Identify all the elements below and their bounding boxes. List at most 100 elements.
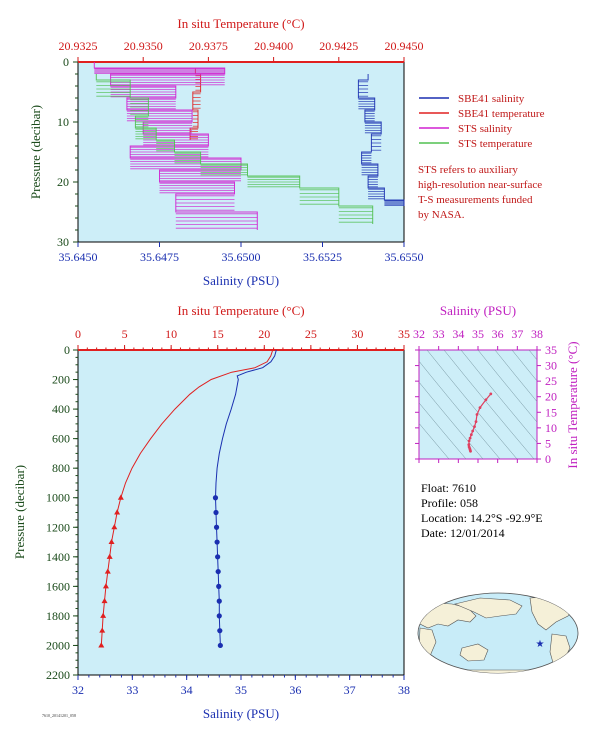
top-pressure-tick-label: 10 (57, 115, 69, 129)
ts-temp-tick-label: 30 (545, 359, 557, 373)
world-map-icon: ★ (417, 592, 579, 674)
main-temp-tick-label: 30 (351, 327, 363, 341)
info-location: Location: 14.2°S -92.9°E (421, 511, 543, 525)
sts-note-line-4: by NASA. (418, 209, 465, 221)
ts-plot-area (418, 349, 538, 460)
salinity-marker (214, 539, 220, 545)
ts-point (469, 449, 472, 453)
ts-point (467, 439, 471, 443)
star-icon: ★ (536, 639, 545, 650)
ts-point (468, 436, 472, 440)
main-pressure-tick-label: 600 (52, 432, 70, 446)
ts-point (484, 398, 488, 402)
main-temp-tick-label: 20 (258, 327, 270, 341)
salinity-marker (216, 613, 222, 619)
float-info: Float: 7610 Profile: 058 Location: 14.2°… (421, 481, 543, 540)
ts-density-contour (419, 360, 501, 459)
info-date: Date: 12/01/2014 (421, 526, 505, 540)
main-temp-tick-label: 0 (75, 327, 81, 341)
main-pressure-axis-label: Pressure (decibar) (12, 465, 27, 559)
sts-note-line-1: STS refers to auxiliary (418, 164, 518, 176)
main-data-series (98, 349, 277, 649)
ts-temp-tick-label: 5 (545, 436, 551, 450)
ts-diagram: Salinity (PSU) In situ Temperature (°C) … (413, 303, 580, 469)
top-pressure-tick-label: 20 (57, 175, 69, 189)
main-plot-area (77, 349, 405, 676)
main-ticks: 0 5 10 15 20 25 30 35 32 33 34 35 36 37 38 0 200 400 600 80… (46, 327, 410, 697)
ts-temp-tick-label: 0 (545, 452, 551, 466)
temperature-marker (104, 568, 111, 574)
ts-density-contour (494, 350, 537, 403)
ts-point (474, 420, 478, 423)
map-land-australia (459, 643, 489, 662)
temperature-marker (117, 494, 124, 500)
main-temp-tick-label: 25 (305, 327, 317, 341)
ts-point (467, 443, 471, 447)
main-salinity-axis-label: Salinity (PSU) (203, 706, 279, 721)
salinity-marker (213, 524, 220, 530)
main-pressure-tick-label: 800 (52, 461, 70, 475)
ts-density-contour (426, 350, 518, 459)
ts-sal-tick-label: 33 (433, 327, 445, 341)
top-sal-tick-label: 35.6475 (140, 250, 179, 264)
ts-sal-tick-label: 36 (492, 327, 504, 341)
ts-sal-tick-label: 34 (452, 327, 464, 341)
main-sal-tick-label: 37 (344, 683, 356, 697)
ts-density-contour (443, 350, 535, 459)
top-sal-tick-label: 35.6500 (222, 250, 261, 264)
sts-note-line-3: T-S measurements funded (418, 194, 533, 206)
top-chart: In situ Temperature (°C) Salinity (PSU) … (28, 16, 545, 288)
top-ticks: 20.9325 20.9350 20.9375 20.9400 20.9425 20.94… (57, 39, 424, 264)
footer-text: 7610_20141201_058 (42, 713, 76, 718)
top-temp-tick-label: 20.9425 (319, 39, 358, 53)
top-temp-tick-label: 20.9350 (124, 39, 163, 53)
ts-point (471, 429, 475, 433)
info-float: Float: 7610 (421, 481, 476, 495)
main-profile-chart: In situ Temperature (°C) Salinity (PSU) … (12, 303, 410, 721)
ts-temp-tick-label: 35 (545, 343, 557, 357)
temperature-marker (106, 553, 113, 559)
legend-label-sbe41-temperature: SBE41 temperature (458, 108, 545, 120)
ts-density-contour (419, 402, 467, 459)
top-temp-tick-label: 20.9375 (189, 39, 228, 53)
ts-temp-tick-label: 20 (545, 390, 557, 404)
top-temp-tick-label: 20.9450 (385, 39, 424, 53)
legend-label-sts-salinity: STS salinity (458, 123, 513, 135)
top-pressure-axis-label: Pressure (decibar) (28, 105, 43, 199)
ts-point (478, 406, 482, 409)
temperature-marker (98, 642, 105, 648)
main-temp-tick-label: 5 (122, 327, 128, 341)
temperature-marker (99, 627, 106, 633)
legend-label-sbe41-salinity: SBE41 salinity (458, 93, 525, 105)
main-pressure-tick-label: 200 (52, 373, 70, 387)
temperature-marker (100, 612, 107, 618)
main-pressure-tick-label: 1400 (46, 550, 70, 564)
main-pressure-tick-label: 400 (52, 402, 70, 416)
salinity-marker (212, 495, 219, 501)
top-temperature-axis-label: In situ Temperature (°C) (177, 16, 304, 31)
main-temp-tick-label: 15 (212, 327, 224, 341)
ts-point (469, 433, 473, 437)
main-temp-tick-label: 35 (398, 327, 410, 341)
ts-salinity-axis-label: Salinity (PSU) (440, 303, 516, 318)
main-sal-tick-label: 36 (289, 683, 301, 697)
top-data-series (93, 62, 405, 230)
salinity-marker (216, 583, 222, 589)
main-pressure-tick-label: 1800 (46, 609, 70, 623)
salinity-marker (216, 598, 222, 604)
main-sal-tick-label: 33 (126, 683, 138, 697)
ts-temperature-axis-label: In situ Temperature (°C) (565, 341, 580, 468)
map-land-antarctica (419, 669, 577, 673)
main-pressure-tick-label: 1200 (46, 520, 70, 534)
temperature-marker (102, 583, 109, 589)
temperature-marker (114, 509, 121, 515)
temperature-marker (108, 538, 115, 545)
ts-density-contour (460, 350, 537, 443)
top-sal-tick-label: 35.6450 (59, 250, 98, 264)
map-land-south-america (549, 633, 571, 671)
main-sal-tick-label: 38 (398, 683, 410, 697)
ts-sal-tick-label: 37 (511, 327, 523, 341)
ts-temp-tick-label: 10 (545, 421, 557, 435)
